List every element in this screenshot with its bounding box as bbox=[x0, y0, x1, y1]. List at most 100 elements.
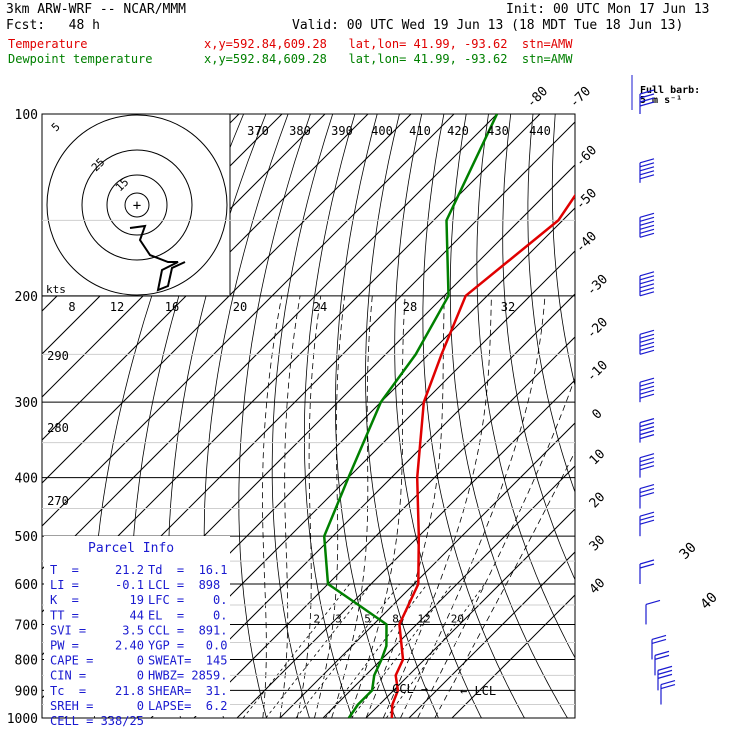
pressure-tick-label: 1000 bbox=[7, 712, 38, 727]
hodo-axis-tick: 32 bbox=[501, 300, 515, 314]
mixing-ratio-line bbox=[295, 583, 401, 718]
wind-barb-flag bbox=[639, 232, 655, 238]
dry-adiabat bbox=[733, 114, 740, 718]
hodo-ring-15 bbox=[106, 174, 168, 236]
wind-key-label: 5 m s⁻¹ bbox=[640, 95, 682, 106]
wind-barb-flag bbox=[639, 345, 655, 351]
theta-label: 370 bbox=[247, 124, 269, 138]
legend-temperature: Temperature bbox=[8, 37, 88, 51]
hodo-units: kts bbox=[46, 283, 66, 296]
hodo-center-mark: + bbox=[133, 198, 141, 214]
pressure-tick-label: 400 bbox=[15, 472, 38, 487]
wind-barb-flag bbox=[639, 337, 655, 343]
wind-barb-flag bbox=[654, 654, 670, 660]
isotherm bbox=[279, 422, 575, 718]
moist-adiabat bbox=[331, 295, 373, 718]
dry-adiabat bbox=[304, 114, 356, 718]
isotherm-label: -20 bbox=[584, 315, 611, 342]
theta-label: 390 bbox=[331, 124, 353, 138]
hodo-axis-tick: 20 bbox=[233, 300, 247, 314]
isotherm-label: 30 bbox=[587, 533, 609, 555]
wind-barb-flag bbox=[639, 519, 655, 525]
wind-barb-flag bbox=[657, 665, 673, 671]
dry-adiabat bbox=[689, 114, 740, 718]
legend-dewpoint-info: x,y=592.84,609.28 lat,lon= 41.99, -93.62… bbox=[204, 52, 573, 66]
wind-barb-flag bbox=[639, 349, 655, 355]
wind-barb-flag bbox=[639, 559, 655, 565]
pressure-tick-label: 200 bbox=[15, 290, 38, 305]
wind-barb-flag bbox=[639, 430, 655, 436]
mixing-ratio-line bbox=[324, 583, 428, 718]
wind-barb-flag bbox=[639, 279, 655, 285]
theta-label: 290 bbox=[47, 349, 69, 363]
model-title: 3km ARW-WRF -- NCAR/MMM bbox=[6, 2, 187, 17]
parcel-row-right: YGP = 0.0 bbox=[148, 639, 227, 653]
theta-label: 280 bbox=[47, 421, 69, 435]
dry-adiabat bbox=[622, 114, 740, 718]
mixing-ratio-label: 3 bbox=[335, 612, 342, 625]
hodo-axis-tick: 12 bbox=[110, 300, 124, 314]
wind-barb-flag bbox=[639, 418, 655, 424]
wind-barb-flag bbox=[660, 683, 676, 690]
wind-barb-flag bbox=[639, 491, 655, 498]
isotherm-label: -50 bbox=[573, 186, 600, 213]
parcel-info-box: Parcel Info T = 21.2 Td = 16.1 LI = -0.1 LCL… bbox=[44, 536, 230, 728]
wind-barb-flag bbox=[654, 650, 670, 656]
wind-barb-flag bbox=[639, 271, 655, 277]
parcel-background bbox=[44, 536, 230, 716]
dry-adiabat bbox=[394, 114, 482, 718]
hodo-axis-tick: 16 bbox=[165, 300, 179, 314]
legend-temperature-info: x,y=592.84,609.28 lat,lon= 41.99, -93.62… bbox=[204, 37, 573, 51]
isotherm-label-far: 30 bbox=[677, 540, 700, 563]
ccl-label: CCL → bbox=[392, 682, 428, 696]
parcel-row-left: LI = -0.1 bbox=[50, 578, 144, 592]
wind-barb-flag bbox=[639, 212, 655, 218]
wind-key-label: Full barb: bbox=[640, 85, 700, 96]
parcel-row-left: PW = 2.40 bbox=[50, 639, 144, 653]
mixing-ratio-label: 20 bbox=[451, 612, 464, 625]
wind-barb-flag bbox=[639, 377, 655, 383]
init-time: Init: 00 UTC Mon 17 Jun 13 bbox=[506, 2, 710, 17]
moist-adiabat bbox=[417, 376, 575, 718]
wind-barb-flag bbox=[639, 89, 655, 95]
wind-barb-flag bbox=[639, 224, 655, 230]
moist-adiabat bbox=[314, 295, 345, 718]
mixing-ratio-label: 5 bbox=[364, 612, 371, 625]
wind-barb-flag bbox=[651, 638, 667, 645]
isotherm bbox=[42, 114, 541, 613]
theta-label: 380 bbox=[289, 124, 311, 138]
theta-label: 430 bbox=[487, 124, 509, 138]
wind-barb-flag bbox=[639, 174, 655, 180]
lcl-label: ← LCL bbox=[460, 684, 496, 698]
forecast-hour: Fcst: 48 h bbox=[6, 18, 100, 33]
hodo-ring-outer bbox=[46, 114, 228, 296]
dry-adiabat bbox=[599, 114, 740, 718]
dry-adiabat bbox=[667, 114, 740, 718]
isotherm bbox=[451, 594, 575, 718]
wind-barb-flag bbox=[639, 515, 655, 521]
parcel-row-right: LFC = 0. bbox=[148, 593, 227, 607]
parcel-row-right: SWEAT= 145 bbox=[148, 654, 227, 668]
dry-adiabat bbox=[711, 114, 740, 718]
parcel-row-left: SREH = 0 bbox=[50, 699, 144, 713]
hodo-axis-tick: 28 bbox=[403, 300, 417, 314]
wind-barb-flag bbox=[639, 341, 655, 347]
wind-barb-flag bbox=[639, 393, 655, 399]
isotherm-label-far: 40 bbox=[698, 590, 721, 613]
legend-dewpoint: Dewpoint temperature bbox=[8, 52, 153, 66]
isotherm bbox=[150, 293, 575, 718]
moist-adiabat bbox=[279, 295, 301, 718]
isotherm bbox=[322, 465, 575, 718]
mixing-ratio-label: 12 bbox=[418, 612, 431, 625]
parcel-row-left: CAPE = 0 bbox=[50, 654, 144, 668]
parcel-row-right: EL = 0. bbox=[148, 608, 227, 622]
dry-adiabat bbox=[644, 114, 740, 718]
parcel-row-left: K = 19 bbox=[50, 593, 144, 607]
isotherm-label: -70 bbox=[567, 84, 594, 111]
wind-barb-flag bbox=[639, 465, 655, 471]
wind-barb-flag bbox=[639, 170, 655, 176]
isotherm-label: -30 bbox=[584, 272, 611, 299]
